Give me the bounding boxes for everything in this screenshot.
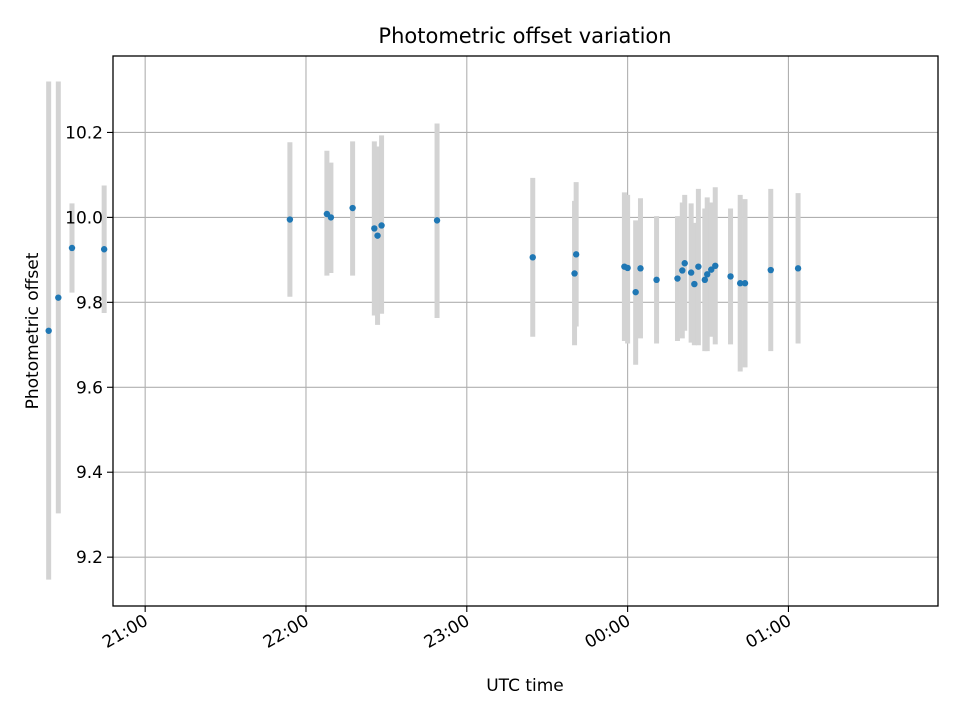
data-point	[687, 269, 695, 276]
data-point	[624, 264, 631, 272]
x-axis-title: UTC time	[486, 676, 564, 696]
data-point	[736, 280, 744, 287]
data-point	[529, 254, 536, 261]
data-point	[794, 265, 802, 272]
grid-lines	[113, 56, 938, 606]
y-tick-label: 9.8	[76, 293, 103, 313]
y-tick-label: 10.2	[65, 123, 103, 143]
data-point	[378, 222, 385, 229]
data-point	[571, 270, 578, 277]
data-point	[637, 265, 644, 272]
data-point	[371, 225, 378, 232]
data-point	[695, 263, 702, 270]
data-point	[572, 251, 580, 258]
data-point	[100, 246, 108, 253]
y-tick-label: 9.2	[76, 548, 103, 568]
data-point	[691, 280, 698, 288]
data-point	[674, 275, 681, 282]
data-point	[679, 267, 686, 274]
data-point	[741, 280, 749, 287]
data-point	[767, 266, 774, 274]
data-point	[727, 273, 734, 280]
data-point	[433, 217, 441, 224]
data-point	[632, 288, 639, 296]
data-points	[45, 204, 802, 334]
data-point	[68, 244, 76, 252]
data-point	[349, 204, 356, 212]
plot-frame	[112, 55, 939, 607]
y-tick-label: 9.4	[76, 463, 103, 483]
y-axis-title: Photometric offset	[23, 252, 43, 409]
data-point	[701, 276, 709, 284]
data-point	[327, 214, 335, 221]
data-point	[708, 266, 715, 273]
chart-title: Photometric offset variation	[378, 24, 671, 48]
y-axis: 9.2 9.4 9.6 9.8 10.0 10.2	[65, 123, 113, 568]
data-point	[286, 216, 294, 223]
y-tick-label: 9.6	[76, 378, 103, 398]
data-point	[681, 260, 688, 267]
y-tick-label: 10.0	[65, 208, 103, 228]
data-point	[712, 262, 719, 270]
data-point	[374, 232, 381, 239]
data-point	[55, 294, 62, 301]
data-point	[45, 327, 52, 334]
data-point	[704, 271, 711, 278]
data-point	[653, 276, 660, 284]
